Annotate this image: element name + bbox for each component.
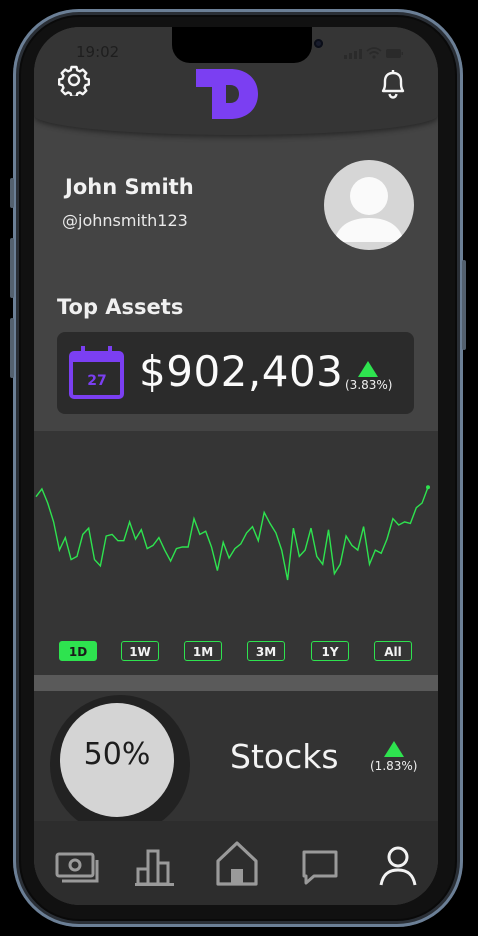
bell-icon[interactable] [378, 67, 408, 103]
price-series-line [35, 487, 429, 581]
gear-icon[interactable] [57, 64, 91, 100]
bottom-nav [34, 821, 438, 905]
status-time: 19:02 [76, 43, 120, 61]
asset-change: (3.83%) [345, 378, 393, 392]
section-divider [34, 675, 438, 691]
notch [172, 27, 323, 63]
power-button [462, 260, 466, 350]
stocks-label: Stocks [230, 737, 339, 776]
trend-up-icon [358, 361, 378, 377]
chat-icon[interactable] [300, 848, 340, 890]
mute-switch [10, 178, 14, 208]
price-line-chart [35, 485, 430, 581]
volume-up-button [10, 238, 14, 298]
home-icon[interactable] [214, 839, 260, 891]
app-header: 19:02 [34, 27, 438, 135]
d-logo [194, 67, 260, 125]
allocation-percent: 50% [83, 737, 151, 772]
top-assets-title: Top Assets [57, 295, 184, 319]
range-button-1y[interactable]: 1Y [311, 641, 349, 661]
signal-icon [344, 55, 347, 59]
user-avatar-icon[interactable] [324, 160, 414, 250]
price-latest-point [426, 485, 430, 490]
status-icons [344, 45, 404, 64]
stocks-card[interactable]: 50% Stocks (1.83%) [34, 691, 438, 835]
wifi-icon [366, 47, 382, 55]
bar-chart-icon[interactable] [134, 847, 176, 891]
profile-icon[interactable] [378, 845, 418, 891]
range-button-all[interactable]: All [374, 641, 412, 661]
top-asset-card[interactable]: 27 $902,403 (3.83%) [57, 332, 414, 414]
trend-up-icon [384, 741, 404, 757]
time-range-selector: 1D 1W 1M 3M 1Y All [59, 641, 419, 663]
app-screen: 19:02 [34, 27, 438, 905]
stocks-change: (1.83%) [370, 759, 418, 773]
profile-name: John Smith [65, 175, 194, 199]
money-icon[interactable] [54, 851, 100, 889]
price-chart[interactable]: 1D 1W 1M 3M 1Y All [34, 431, 438, 675]
volume-down-button [10, 318, 14, 378]
calendar-day: 27 [87, 373, 107, 389]
calendar-icon: 27 [69, 345, 125, 405]
camera [314, 39, 323, 48]
asset-amount: $902,403 [139, 347, 344, 396]
range-button-3m[interactable]: 3M [247, 641, 285, 661]
range-button-1w[interactable]: 1W [121, 641, 159, 661]
battery-icon [386, 49, 401, 58]
range-button-1m[interactable]: 1M [184, 641, 222, 661]
profile-handle: @johnsmith123 [62, 211, 188, 230]
range-button-1d[interactable]: 1D [59, 641, 97, 661]
allocation-circle [60, 703, 174, 817]
